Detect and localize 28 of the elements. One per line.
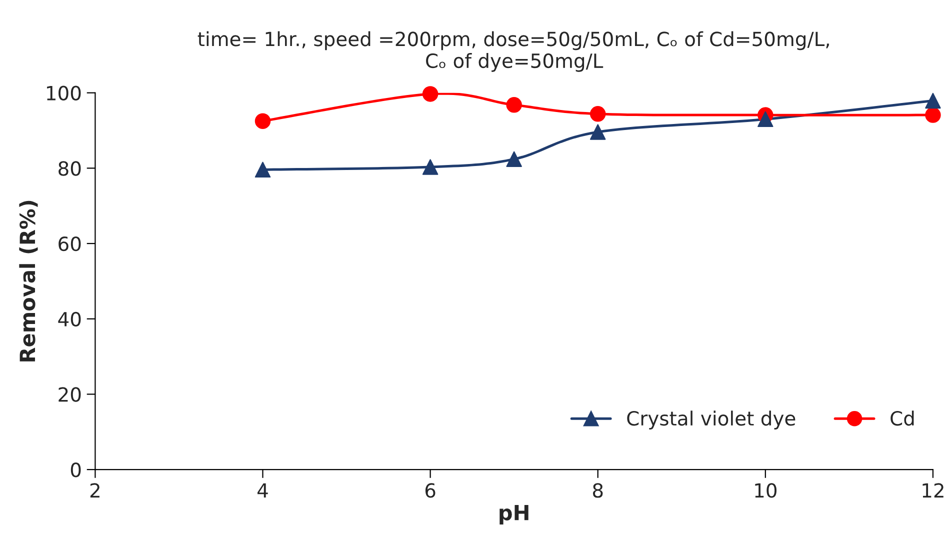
point [254,113,271,129]
x-tick-label: 6 [425,483,436,498]
x-axis-title: pH [500,504,528,525]
y-tick-label: 0 [70,462,81,478]
legend-label: Crystal violet dye [627,410,796,430]
point [758,111,774,128]
point [506,97,522,113]
legend-label: Cd [890,410,914,426]
point [422,86,438,102]
x-tick-label: 8 [592,483,603,498]
x-tick-label: 12 [922,483,944,498]
y-tick-label: 40 [58,312,81,327]
x-tick-label: 4 [258,483,268,498]
x-tick-label: 10 [755,483,776,498]
point [590,106,606,122]
x-tick-label: 2 [90,483,100,498]
y-tick-label: 60 [58,236,81,252]
point [254,162,271,178]
point [925,92,941,109]
point [590,124,606,140]
y-tick-label: 80 [58,161,81,176]
y-tick-label: 20 [58,387,81,402]
y-tick-label: 100 [47,86,81,100]
point [506,151,522,167]
point [925,107,941,123]
chart-title: time= 1hr., speed =200rpm, dose=50g/50mL, Cₒ of Cd=50mg/L, Cₒ of dye=50mg/L [198,31,829,72]
y-axis-title: Removal (R%) [19,200,38,362]
point [422,159,438,175]
